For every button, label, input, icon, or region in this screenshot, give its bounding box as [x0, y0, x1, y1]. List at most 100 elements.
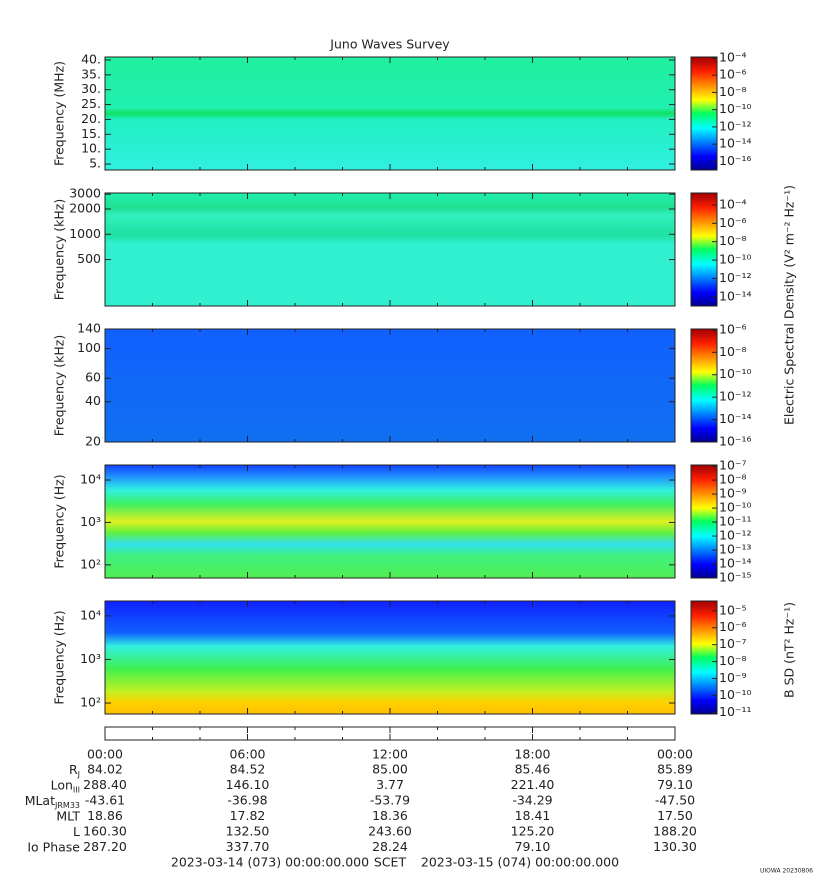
y-tick-label: 25.	[81, 96, 101, 111]
ephemeris-label: LonIII	[51, 777, 80, 794]
ephemeris-sub: III	[73, 785, 80, 794]
colorbar-tick-label: 10⁻⁷	[719, 458, 747, 473]
colorbar-tick-label: 10⁻⁶	[719, 67, 747, 82]
colorbar-tick-label: 10⁻¹⁵	[719, 570, 752, 585]
y-axis-label: Frequency (kHz)	[52, 335, 67, 437]
y-tick-label: 500	[77, 251, 101, 266]
ephemeris-name: Lon	[51, 777, 73, 792]
colorbar-label: B SD (nT² Hz⁻¹)	[782, 602, 797, 698]
ephemeris-value: 337.70	[226, 839, 270, 854]
x-tick-label: 12:00	[372, 747, 408, 762]
ephemeris-value: 3.77	[376, 777, 404, 792]
ephemeris-value: 130.30	[653, 839, 697, 854]
y-tick-label: 35.	[81, 66, 101, 81]
ephemeris-value: 17.82	[230, 808, 266, 823]
ephemeris-value: 17.50	[657, 808, 693, 823]
ephemeris-value: -34.29	[512, 793, 552, 808]
ephemeris-value: -36.98	[227, 793, 267, 808]
colorbar-tick-label: 10⁻⁹	[719, 486, 747, 501]
ephemeris-value: 79.10	[515, 839, 551, 854]
ephemeris-value: 288.40	[83, 777, 127, 792]
spectrogram	[105, 329, 675, 442]
ephemeris-name: L	[73, 824, 80, 839]
ephemeris-label: Io Phase	[27, 839, 80, 854]
colorbar-tick-label: 10⁻¹⁰	[719, 500, 752, 515]
ephemeris-value: 84.02	[87, 762, 123, 777]
colorbar-frame	[690, 328, 718, 443]
y-tick-label: 1000	[69, 226, 101, 241]
title: Juno Waves Survey	[329, 37, 450, 52]
colorbar-tick-label: 10⁻⁸	[719, 344, 747, 359]
y-axis-label: Frequency (Hz)	[52, 474, 67, 568]
y-tick-label: 10²	[80, 695, 101, 710]
colorbar-tick-label: 10⁻¹⁴	[719, 411, 752, 426]
colorbar-tick-label: 10⁻¹⁰	[719, 366, 752, 381]
ephemeris-value: 221.40	[511, 777, 555, 792]
footer-end: 2023-03-15 (074) 00:00:00.000	[421, 855, 619, 870]
ephemeris-value: 28.24	[372, 839, 408, 854]
y-axis-label: Frequency (Hz)	[52, 610, 67, 704]
ephemeris-value: 85.89	[657, 762, 693, 777]
colorbar-tick-label: 10⁻¹⁴	[719, 556, 752, 571]
x-tick-label: 18:00	[514, 747, 550, 762]
y-tick-label: 20	[85, 434, 101, 449]
ephemeris-value: -53.79	[370, 793, 410, 808]
spectrogram	[105, 193, 675, 306]
colorbar-tick-label: 10⁻⁴	[719, 196, 747, 211]
colorbar-tick-label: 10⁻¹²	[719, 528, 752, 543]
ephemeris-value: 85.00	[372, 762, 408, 777]
y-tick-label: 15.	[81, 126, 101, 141]
colorbar-tick-label: 10⁻⁸	[719, 84, 747, 99]
colorbar-tick-label: 10⁻¹⁴	[719, 288, 752, 303]
colorbar	[691, 601, 717, 714]
y-tick-label: 5.	[89, 156, 101, 171]
y-tick-label: 10.	[81, 141, 101, 156]
colorbar-tick-label: 10⁻¹²	[719, 389, 752, 404]
y-tick-label: 30.	[81, 81, 101, 96]
colorbar	[691, 57, 717, 170]
colorbar-tick-label: 10⁻⁸	[719, 233, 747, 248]
x-tick-label: 00:00	[87, 747, 123, 762]
y-tick-label: 140	[77, 321, 101, 336]
colorbar-tick-label: 10⁻⁶	[719, 215, 747, 230]
y-tick-label: 40	[85, 393, 101, 408]
colorbar-frame	[690, 56, 718, 171]
colorbar-tick-label: 10⁻¹⁰	[719, 101, 752, 116]
spectrogram	[105, 57, 675, 170]
ephemeris-value: 79.10	[657, 777, 693, 792]
ephemeris-name: MLat	[25, 793, 55, 808]
ephemeris-label: MLatJRM33	[25, 793, 80, 810]
ephemeris-value: -43.61	[85, 793, 125, 808]
footer-label: SCET	[374, 855, 407, 870]
colorbar-tick-label: 10⁻⁶	[719, 619, 747, 634]
ephemeris-sub: J	[77, 770, 80, 779]
colorbar-tick-label: 10⁻¹²	[719, 270, 752, 285]
colorbar-frame	[690, 600, 718, 715]
colorbar-tick-label: 10⁻⁵	[719, 602, 747, 617]
y-tick-label: 60	[85, 370, 101, 385]
ephemeris-value: 243.60	[368, 824, 412, 839]
colorbar-tick-label: 10⁻¹⁴	[719, 136, 752, 151]
spectrogram	[105, 601, 675, 714]
ephemeris-sub: JRM33	[54, 801, 80, 810]
colorbar-tick-label: 10⁻⁴	[719, 49, 747, 64]
ephemeris-label: RJ	[69, 762, 80, 779]
colorbar	[691, 465, 717, 578]
y-tick-label: 10³	[80, 514, 101, 529]
colorbar-tick-label: 10⁻¹¹	[719, 514, 752, 529]
ephemeris-label: L	[73, 824, 80, 839]
ephemeris-value: 160.30	[83, 824, 127, 839]
x-tick-label: 06:00	[229, 747, 265, 762]
x-tick-label: 00:00	[657, 747, 693, 762]
y-tick-label: 10⁴	[80, 472, 101, 487]
colorbar-frame	[690, 192, 718, 307]
colorbar	[691, 193, 717, 306]
ephemeris-value: 132.50	[226, 824, 270, 839]
colorbar-tick-label: 10⁻⁸	[719, 472, 747, 487]
ephemeris-value: 84.52	[230, 762, 266, 777]
colorbar-tick-label: 10⁻¹⁰	[719, 687, 752, 702]
y-tick-label: 100	[77, 340, 101, 355]
ephemeris-name: Io Phase	[27, 839, 80, 854]
ephemeris-label: MLT	[56, 808, 80, 823]
